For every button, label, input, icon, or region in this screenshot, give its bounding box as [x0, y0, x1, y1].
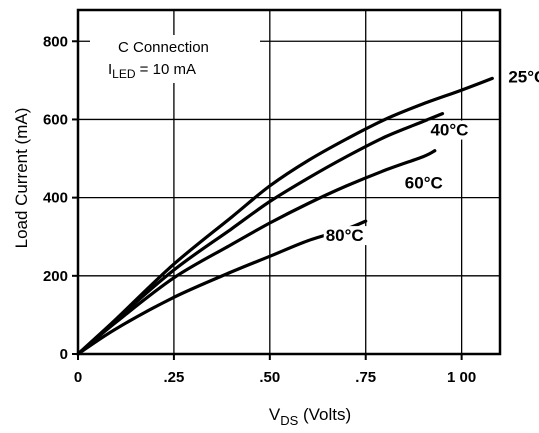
y-tick-label: 800	[43, 33, 68, 50]
y-axis-ticks: 0 200 400 600 800	[43, 33, 78, 363]
x-label-rest: (Volts)	[298, 405, 351, 424]
series-label-backdrop	[428, 120, 483, 140]
y-tick-label: 0	[60, 346, 68, 363]
plot-frame	[76, 8, 502, 356]
x-label-main: V	[269, 405, 281, 424]
annotation-line-2: ILED = 10 mA	[108, 61, 196, 81]
series-label-3: 80°C	[326, 226, 364, 245]
y-tick-label: 200	[43, 268, 68, 285]
series-label-backdrop	[402, 173, 457, 193]
series-line-3	[76, 219, 368, 356]
series-label-1: 40°C	[430, 121, 468, 140]
x-tick-label: .50	[259, 369, 280, 386]
annotation-i: I	[108, 61, 112, 78]
series-labels: 25°C 40°C 60°C 80°C	[323, 67, 539, 246]
annotation-backdrop	[90, 35, 260, 83]
x-tick-label: .25	[163, 369, 184, 386]
x-tick-label: .75	[355, 369, 376, 386]
y-tick-label: 400	[43, 190, 68, 207]
series-line-0	[76, 76, 494, 356]
x-tick-label: 0	[74, 369, 82, 386]
y-axis-label: Load Current (mA)	[12, 108, 31, 249]
x-tick-label: 1 00	[447, 369, 476, 386]
annotation-line-1: C Connection	[118, 39, 209, 56]
series-label-backdrop	[506, 67, 539, 87]
series-label-backdrop	[323, 226, 378, 246]
x-label-sub: DS	[280, 413, 298, 428]
series-line-1	[76, 112, 445, 356]
annotation-sub: LED	[112, 67, 136, 81]
series-label-2: 60°C	[405, 174, 443, 193]
series-label-0: 25°C	[508, 67, 539, 86]
y-tick-label: 600	[43, 111, 68, 128]
series-line-2	[76, 149, 437, 356]
x-axis-ticks: 0 .25 .50 .75 1 00	[74, 354, 476, 386]
x-axis-label: VDS (Volts)	[269, 405, 351, 428]
annotation-rest: = 10 mA	[136, 61, 196, 78]
